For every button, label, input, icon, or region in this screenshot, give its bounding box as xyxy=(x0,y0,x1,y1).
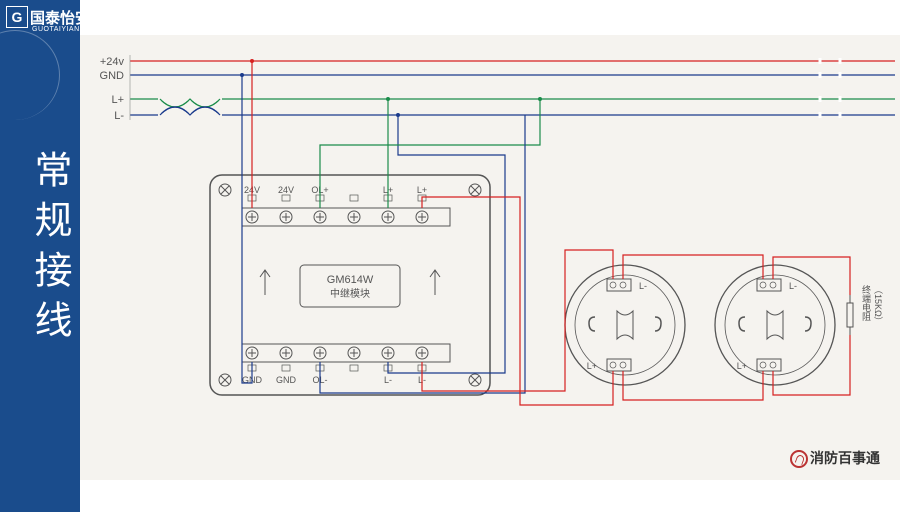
svg-text:L-: L- xyxy=(789,281,797,291)
sidebar: G国泰怡安 GUOTAIYIAN 常规接线 xyxy=(0,0,80,512)
svg-text:终端电阻: 终端电阻 xyxy=(861,284,871,321)
diagram-area: +24vGNDL+L-24V24VOL+L+L+GNDGNDOL-L-L-GM6… xyxy=(80,35,900,480)
logo-cn: 国泰怡安 xyxy=(30,10,90,27)
svg-text:L-: L- xyxy=(114,110,124,122)
logo-en: GUOTAIYIAN xyxy=(32,26,126,33)
page-title: 常规接线 xyxy=(22,150,77,350)
svg-text:GND: GND xyxy=(276,375,297,385)
svg-text:中继模块: 中继模块 xyxy=(330,287,370,300)
arc-decoration xyxy=(0,30,60,120)
svg-text:（15KΩ）: （15KΩ） xyxy=(873,285,883,326)
svg-text:L+: L+ xyxy=(587,361,597,371)
svg-text:L+: L+ xyxy=(111,94,124,106)
svg-text:24V: 24V xyxy=(278,185,294,195)
footer-brand: 消防百事通 xyxy=(790,448,880,468)
wiring-svg: +24vGNDL+L-24V24VOL+L+L+GNDGNDOL-L-L-GM6… xyxy=(80,35,900,480)
svg-text:GM614W: GM614W xyxy=(327,274,374,286)
logo-mark: G xyxy=(6,6,28,28)
footer-text: 消防百事通 xyxy=(810,450,880,466)
svg-text:L-: L- xyxy=(384,375,392,385)
svg-text:L-: L- xyxy=(639,281,647,291)
svg-text:L+: L+ xyxy=(417,185,427,195)
footer-icon xyxy=(790,450,808,468)
svg-text:+24v: +24v xyxy=(100,56,125,68)
svg-text:GND: GND xyxy=(100,70,125,82)
svg-text:L+: L+ xyxy=(737,361,747,371)
